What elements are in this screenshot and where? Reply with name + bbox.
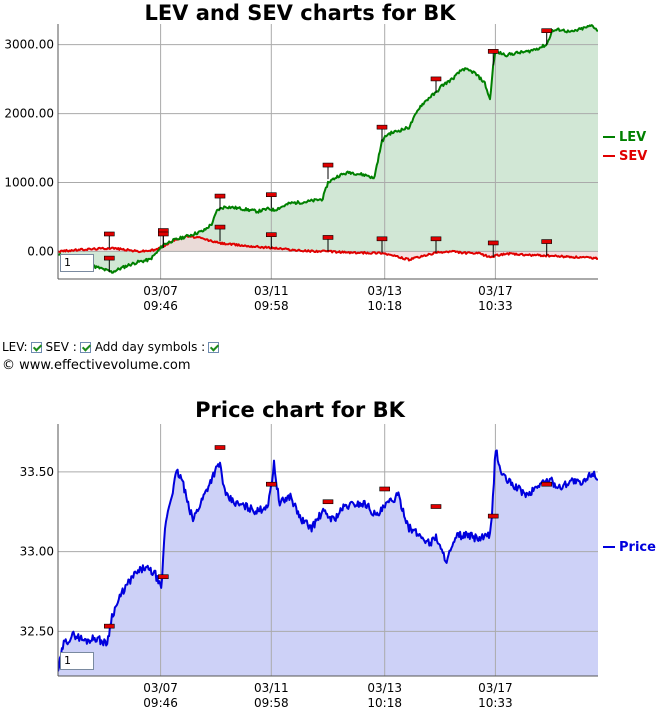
y-tick-label: 3000.00 bbox=[4, 38, 54, 52]
day-marker-flag bbox=[322, 162, 334, 168]
day-marker-flag bbox=[265, 232, 277, 237]
day-marker-flag bbox=[379, 486, 391, 492]
day-symbols-checkbox-label: Add day symbols : bbox=[94, 340, 206, 354]
x-tick-date-label: 03/17 bbox=[478, 284, 513, 298]
x-tick-time-label: 10:18 bbox=[367, 696, 402, 710]
x-tick-date-label: 03/11 bbox=[254, 284, 289, 298]
y-tick-label: 32.50 bbox=[20, 624, 54, 638]
x-tick-time-label: 10:18 bbox=[367, 299, 402, 313]
day-marker-flag bbox=[322, 235, 334, 240]
day-marker-flag bbox=[376, 236, 388, 242]
day-marker-flag bbox=[541, 239, 553, 244]
copyright-text: © www.effectivevolume.com bbox=[2, 358, 191, 373]
day-symbols-checkbox[interactable] bbox=[208, 341, 220, 353]
day-marker-flag bbox=[541, 481, 553, 487]
x-tick-date-label: 03/07 bbox=[143, 681, 178, 695]
series-line-lev bbox=[58, 24, 598, 274]
day-marker-flag bbox=[158, 231, 169, 237]
sev-checkbox[interactable] bbox=[79, 341, 91, 353]
series-lines bbox=[58, 24, 598, 274]
day-marker-flag bbox=[214, 445, 226, 450]
day-marker-flag bbox=[487, 49, 499, 54]
area-fill-lev bbox=[58, 25, 598, 273]
series-lines bbox=[58, 449, 598, 672]
series-line-price bbox=[58, 449, 598, 672]
legend-label-lev: LEV bbox=[619, 130, 646, 145]
y-tick-label: 33.50 bbox=[20, 465, 54, 479]
legend-label-sev: SEV bbox=[619, 149, 647, 164]
day-marker-flag bbox=[487, 513, 499, 519]
lev-zoom-input[interactable]: 1 bbox=[60, 254, 94, 272]
day-marker-flag bbox=[430, 76, 442, 82]
area-fill-sev bbox=[58, 235, 598, 261]
plot-content bbox=[58, 450, 598, 676]
x-tick-time-label: 10:33 bbox=[478, 299, 513, 313]
x-tick-date-label: 03/17 bbox=[478, 681, 513, 695]
plot-content bbox=[58, 25, 598, 273]
day-marker-flag bbox=[104, 231, 115, 237]
price-zoom-input[interactable]: 1 bbox=[60, 652, 94, 670]
top-chart-title: LEV and SEV charts for BK bbox=[144, 1, 456, 25]
day-marker-flag bbox=[158, 574, 169, 580]
day-marker-flag bbox=[541, 28, 553, 33]
legend-label-price: Price bbox=[619, 540, 656, 555]
day-marker-flag bbox=[265, 192, 277, 198]
series-line-sev bbox=[58, 234, 598, 262]
day-marker-flag bbox=[322, 499, 334, 505]
day-marker-flag bbox=[104, 255, 115, 261]
x-tick-time-label: 09:46 bbox=[143, 299, 178, 313]
y-tick-label: 2000.00 bbox=[4, 107, 54, 121]
lev-checkbox[interactable] bbox=[30, 341, 42, 353]
x-tick-time-label: 09:58 bbox=[254, 696, 289, 710]
day-marker-flag bbox=[214, 193, 226, 199]
day-marker-flag bbox=[376, 124, 388, 130]
day-marker-flag bbox=[104, 623, 115, 629]
x-tick-time-label: 09:46 bbox=[143, 696, 178, 710]
y-tick-label: 1000.00 bbox=[4, 176, 54, 190]
day-marker-flag bbox=[487, 240, 499, 246]
x-tick-time-label: 09:58 bbox=[254, 299, 289, 313]
lev-checkbox-label: LEV: bbox=[2, 340, 28, 354]
x-tick-time-label: 10:33 bbox=[478, 696, 513, 710]
day-marker-flag bbox=[430, 236, 442, 242]
y-tick-label: 33.00 bbox=[20, 545, 54, 559]
x-tick-date-label: 03/13 bbox=[367, 284, 402, 298]
day-marker-flag bbox=[430, 504, 442, 509]
day-marker-flag bbox=[214, 224, 226, 230]
x-tick-date-label: 03/13 bbox=[367, 681, 402, 695]
sev-checkbox-label: SEV : bbox=[45, 340, 77, 354]
day-marker-flag bbox=[265, 481, 277, 487]
x-tick-date-label: 03/07 bbox=[143, 284, 178, 298]
y-tick-label: 0.00 bbox=[27, 244, 54, 258]
area-fill-price bbox=[58, 450, 598, 676]
x-tick-date-label: 03/11 bbox=[254, 681, 289, 695]
bottom-chart-title: Price chart for BK bbox=[195, 398, 405, 422]
chart-controls: LEV: SEV : Add day symbols : bbox=[2, 340, 223, 354]
